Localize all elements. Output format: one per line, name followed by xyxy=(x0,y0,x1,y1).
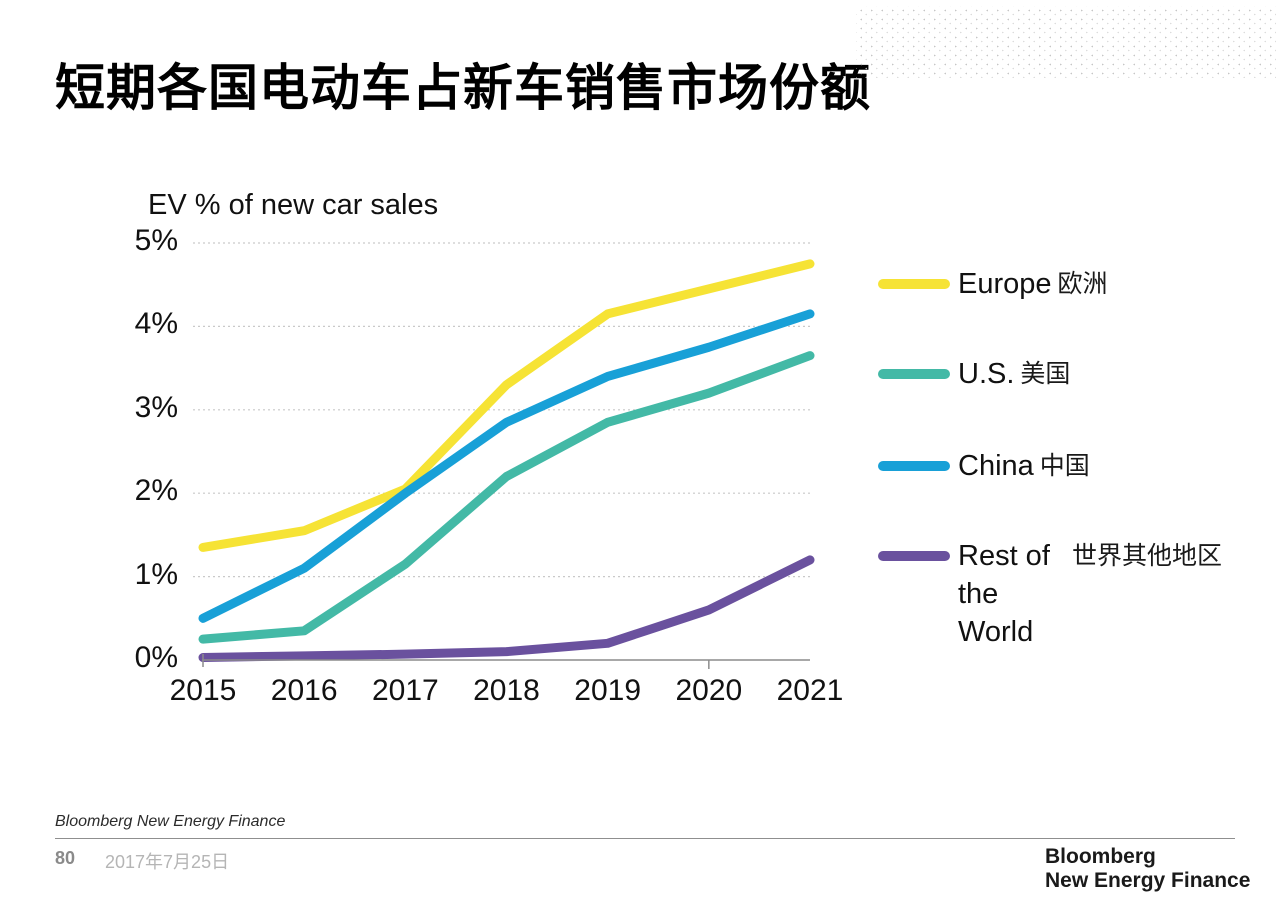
x-tick-label: 2015 xyxy=(169,674,237,707)
footer-divider xyxy=(55,838,1235,839)
series-line-rest-of-the-world xyxy=(198,555,815,662)
legend-swatch xyxy=(878,279,950,289)
legend-label-en: U.S. xyxy=(958,358,1015,390)
legend-item-u-s-: U.S. 美国 xyxy=(878,355,1070,393)
series-line-u-s- xyxy=(198,351,815,644)
footer-source: Bloomberg New Energy Finance xyxy=(55,813,286,830)
legend-swatch xyxy=(878,369,950,379)
series-line-europe xyxy=(198,259,815,552)
legend-label-zh: 美国 xyxy=(1020,360,1071,388)
x-tick-label: 2016 xyxy=(270,674,338,707)
y-tick-label: 2% xyxy=(134,474,178,508)
y-tick-label: 0% xyxy=(134,641,178,674)
legend-label-en: Rest of the World xyxy=(958,540,1050,648)
logo-line-2: New Energy Finance xyxy=(1045,869,1251,892)
x-tick-label: 2020 xyxy=(675,674,743,707)
y-tick-label: 4% xyxy=(134,307,178,341)
y-tick-label: 3% xyxy=(134,390,178,424)
dot-pattern-decoration xyxy=(856,6,1276,78)
legend-swatch xyxy=(878,461,950,471)
y-tick-label: 1% xyxy=(134,557,178,591)
legend-label-zh: 世界其他地区 xyxy=(1072,542,1223,570)
page-title: 短期各国电动车占新车销售市场份额 xyxy=(55,60,871,116)
legend-label-en: China xyxy=(958,450,1034,482)
x-tick-label: 2021 xyxy=(776,674,844,707)
chart-axis-title: EV % of new car sales xyxy=(148,189,439,221)
bnef-logo: Bloomberg New Energy Finance xyxy=(1045,845,1250,893)
legend-label-zh: 中国 xyxy=(1039,452,1090,480)
page-number: 80 xyxy=(55,848,76,868)
x-tick-label: 2019 xyxy=(574,674,642,707)
legend-item-china: China 中国 xyxy=(878,447,1090,485)
legend-item-europe: Europe 欧洲 xyxy=(878,265,1108,303)
x-tick-label: 2017 xyxy=(371,674,439,707)
footer-date: 2017年7月25日 xyxy=(105,852,230,872)
y-tick-label: 5% xyxy=(134,224,178,257)
x-tick-label: 2018 xyxy=(473,674,540,707)
logo-line-1: Bloomberg xyxy=(1045,845,1156,868)
series-line-china xyxy=(198,309,815,623)
legend-item-rest-of-the-world: Rest of the World 世界其他地区 xyxy=(878,537,1222,651)
legend-swatch xyxy=(878,551,950,561)
legend-label-en: Europe xyxy=(958,268,1052,300)
legend-label-zh: 欧洲 xyxy=(1057,270,1108,298)
